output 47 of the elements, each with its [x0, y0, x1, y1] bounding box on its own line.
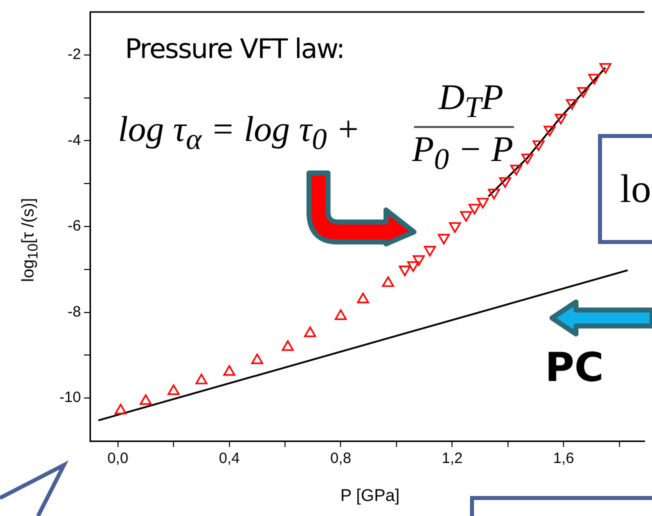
point	[140, 394, 152, 405]
annotation: D$_{T}$P	[437, 76, 504, 126]
x-tick-label: 1,2	[442, 450, 463, 468]
point	[599, 63, 612, 74]
point	[407, 261, 420, 272]
point	[448, 222, 461, 233]
point	[510, 164, 522, 176]
point	[438, 234, 450, 244]
point	[588, 74, 600, 84]
y-tick-label: -4	[68, 132, 81, 149]
point	[195, 374, 208, 384]
point	[412, 255, 425, 266]
y-tick-label: -8	[68, 303, 81, 320]
point	[424, 246, 436, 256]
x-tick-label: 0,8	[330, 450, 352, 468]
point	[282, 340, 294, 351]
x-tick-label: 1,6	[553, 450, 574, 468]
annotation: PC	[545, 345, 604, 391]
point	[544, 126, 556, 136]
point	[476, 198, 489, 208]
point	[357, 292, 370, 304]
point	[577, 87, 590, 98]
annotation: lo	[620, 165, 652, 212]
point	[251, 354, 264, 364]
point	[334, 309, 347, 320]
point	[114, 404, 127, 414]
point	[521, 154, 534, 164]
point	[566, 99, 578, 110]
point	[460, 211, 472, 222]
y-tick-label: -6	[68, 218, 81, 235]
point	[382, 276, 394, 287]
x-tick-label: 0,4	[218, 450, 240, 468]
annotation: Pressure VFT law:	[125, 34, 344, 65]
point	[223, 365, 236, 376]
point	[532, 140, 545, 151]
x-axis-title: P [GPa]	[340, 486, 400, 506]
point	[468, 204, 480, 214]
point	[168, 384, 180, 396]
annotation: P$_{0}$ − P	[412, 128, 514, 178]
annotation: log τ$_{α}$ = log τ$_{0}$ +	[118, 108, 360, 158]
point	[554, 114, 567, 124]
x-tick-label: 0,0	[107, 450, 128, 468]
point	[499, 177, 512, 188]
point	[304, 326, 316, 338]
y-tick-label: -2	[68, 46, 81, 64]
point	[488, 188, 500, 200]
y-tick-label: -10	[59, 389, 81, 406]
